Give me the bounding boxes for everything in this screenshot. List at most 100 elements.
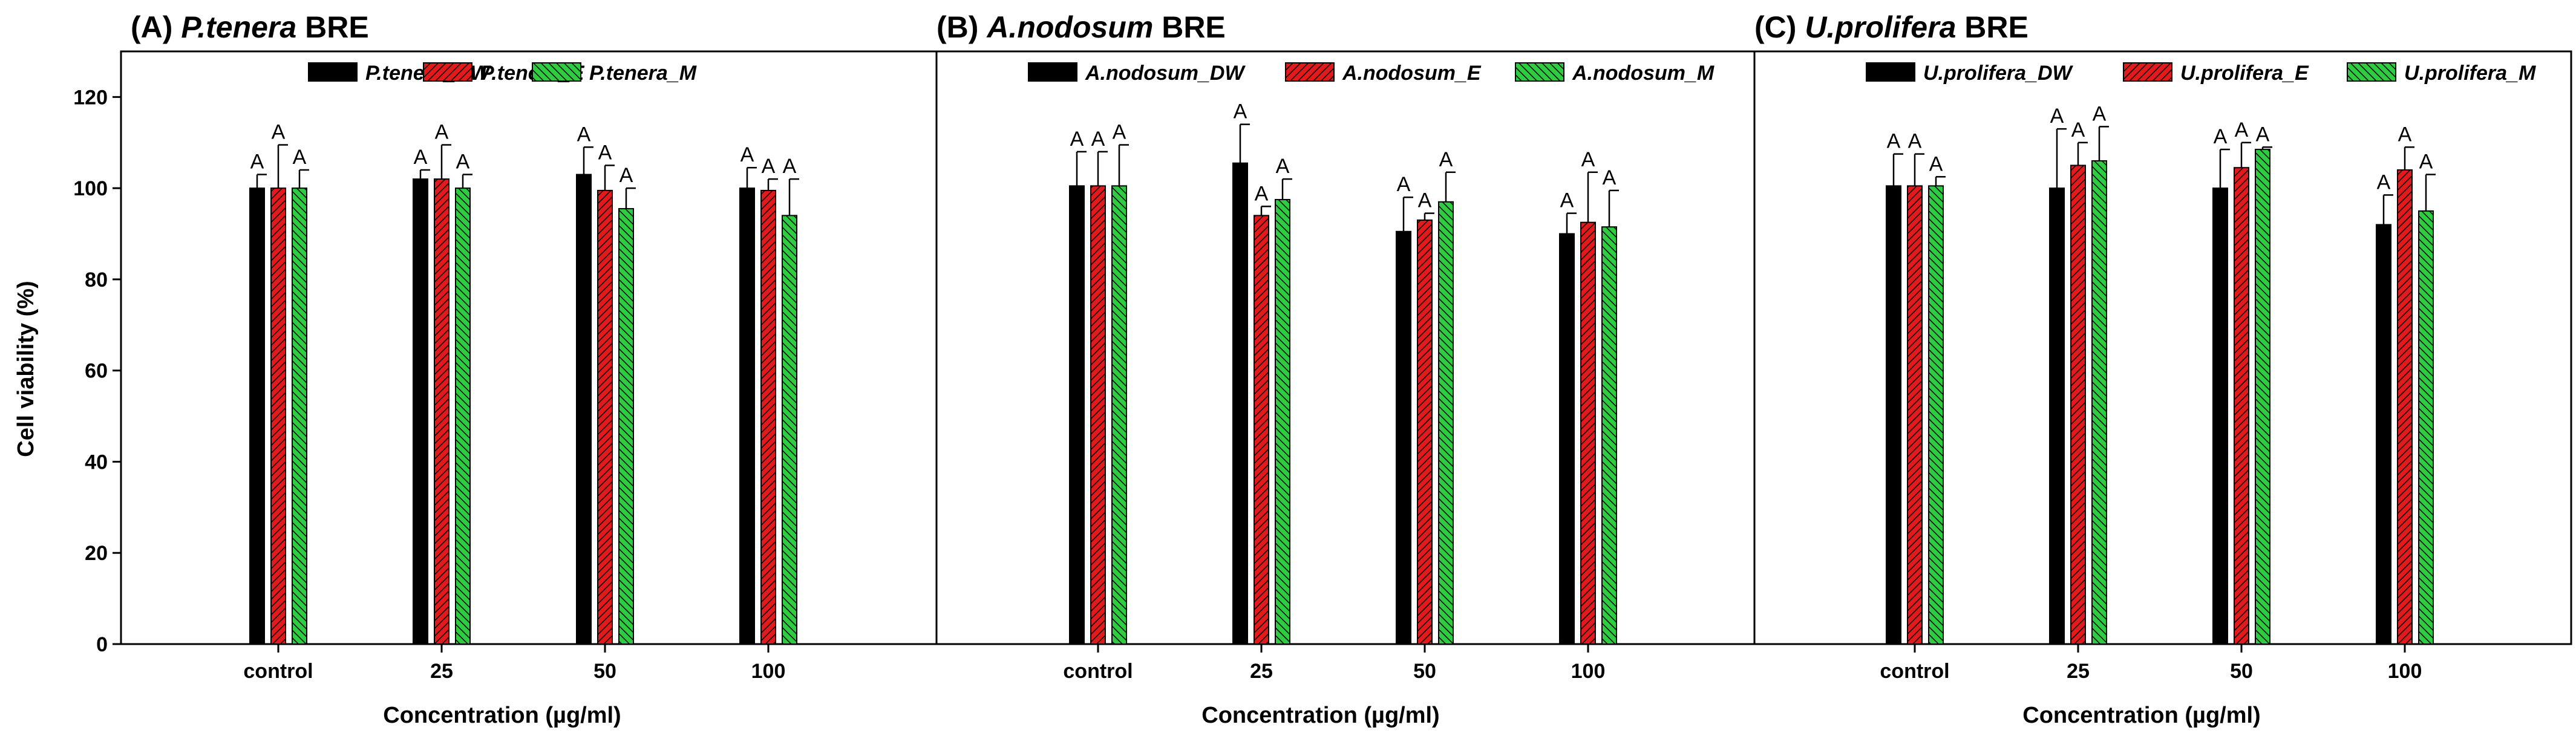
bar-u-prolifera-m-0 — [1928, 185, 1944, 645]
bar-p-tenera-e-3 — [760, 189, 776, 645]
panel-b: (B) A.nodosum BRE Concentration (µg/ml) … — [935, 10, 1756, 728]
legend-swatch — [1285, 62, 1335, 82]
y-tick-label: 120 — [73, 86, 108, 109]
x-tick-label: 25 — [1250, 660, 1273, 683]
significance-label: A — [2050, 105, 2064, 128]
significance-label: A — [1418, 189, 1432, 212]
bar-a-nodosum-m-1 — [1275, 199, 1290, 645]
bar-u-prolifera-e-3 — [2397, 169, 2413, 645]
legend-label: A.nodosum_DW — [1085, 62, 1246, 85]
bar-u-prolifera-dw-1 — [2049, 187, 2065, 645]
bar-p-tenera-dw-0 — [249, 187, 265, 645]
y-tick-label: 20 — [85, 542, 108, 565]
significance-label: A — [1070, 128, 1084, 151]
significance-label: A — [2235, 119, 2249, 142]
x-tick-label: control — [1063, 660, 1133, 683]
bar-a-nodosum-m-3 — [1601, 226, 1617, 645]
panel-a-x-axis-label: Concentration (µg/ml) — [383, 703, 621, 728]
x-tick-label: 50 — [2230, 660, 2253, 683]
legend-swatch — [423, 62, 472, 82]
y-tick-label: 80 — [85, 269, 108, 291]
bar-p-tenera-dw-1 — [413, 178, 428, 645]
bar-u-prolifera-m-1 — [2091, 160, 2107, 645]
plot-frame — [935, 50, 1756, 645]
significance-label: A — [2214, 125, 2228, 148]
significance-label: A — [1560, 189, 1574, 212]
bar-u-prolifera-dw-2 — [2212, 187, 2228, 645]
significance-label: A — [1113, 121, 1126, 144]
significance-label: A — [1255, 182, 1269, 205]
significance-label: A — [619, 164, 633, 187]
panel-b-x-axis-label: Concentration (µg/ml) — [1201, 703, 1439, 728]
significance-label: A — [1276, 155, 1290, 178]
panel-b-title: (B) A.nodosum BRE — [937, 10, 1226, 44]
bar-a-nodosum-dw-3 — [1559, 233, 1575, 645]
legend-swatch — [532, 62, 581, 82]
significance-label: A — [435, 121, 449, 144]
significance-label: A — [2071, 119, 2085, 142]
significance-label: A — [456, 151, 470, 174]
bar-u-prolifera-dw-0 — [1886, 185, 1901, 645]
legend-swatch — [308, 62, 358, 82]
legend-label: U.prolifera_E — [2180, 62, 2309, 85]
legend-label: U.prolifera_DW — [1923, 62, 2073, 85]
legend-label: U.prolifera_M — [2404, 62, 2536, 85]
panel-a-title: (A) P.tenera BRE — [131, 10, 369, 44]
legend-label: A.nodosum_E — [1342, 62, 1482, 85]
plot-frame — [1753, 50, 2572, 645]
significance-label: A — [1091, 128, 1105, 151]
y-axis-label: Cell viability (%) — [13, 281, 39, 457]
significance-label: A — [2093, 102, 2107, 125]
x-tick-label: 25 — [430, 660, 453, 683]
bar-a-nodosum-dw-1 — [1232, 162, 1248, 645]
significance-label: A — [1929, 152, 1943, 175]
significance-label: A — [783, 155, 797, 178]
x-tick-label: 100 — [1571, 660, 1606, 683]
bar-u-prolifera-e-2 — [2234, 167, 2249, 645]
bar-a-nodosum-e-1 — [1254, 215, 1269, 645]
significance-label: A — [1397, 173, 1411, 196]
legend-swatch — [1866, 62, 1915, 82]
legend-swatch — [1028, 62, 1077, 82]
significance-label: A — [2419, 151, 2433, 174]
y-tick-label: 60 — [85, 360, 108, 383]
bar-a-nodosum-dw-0 — [1069, 185, 1085, 645]
panel-c-x-axis-label: Concentration (µg/ml) — [2022, 703, 2260, 728]
bar-u-prolifera-dw-3 — [2376, 224, 2391, 645]
bar-u-prolifera-e-1 — [2070, 164, 2086, 645]
legend-swatch — [2123, 62, 2172, 82]
significance-label: A — [1234, 100, 1247, 123]
bar-a-nodosum-e-3 — [1580, 221, 1596, 645]
significance-label: A — [762, 155, 776, 178]
significance-label: A — [740, 143, 754, 166]
x-tick-label: control — [243, 660, 313, 683]
bar-a-nodosum-dw-2 — [1396, 230, 1411, 645]
significance-label: A — [2398, 123, 2412, 146]
panel-a: (A) P.tenera BRE Cell viability (%) Conc… — [13, 10, 938, 728]
panel-c-title: (C) U.prolifera BRE — [1754, 10, 2028, 44]
bar-p-tenera-dw-2 — [576, 174, 592, 645]
significance-label: A — [1581, 148, 1595, 171]
y-tick-label: 40 — [85, 451, 108, 474]
x-tick-label: 50 — [593, 660, 616, 683]
significance-label: A — [1439, 148, 1453, 171]
x-tick-label: 100 — [2388, 660, 2422, 683]
bar-p-tenera-e-1 — [434, 178, 449, 645]
bar-u-prolifera-m-2 — [2255, 149, 2270, 645]
y-tick-label: 100 — [73, 177, 108, 200]
bar-u-prolifera-e-0 — [1907, 185, 1923, 645]
significance-label: A — [250, 151, 264, 174]
significance-label: A — [598, 141, 612, 164]
x-tick-label: control — [1880, 660, 1949, 683]
significance-label: A — [1887, 130, 1901, 153]
bar-p-tenera-m-3 — [782, 215, 797, 645]
y-tick-label: 0 — [96, 633, 108, 656]
significance-label: A — [2256, 123, 2270, 146]
bar-a-nodosum-m-0 — [1111, 185, 1127, 645]
bar-p-tenera-e-2 — [597, 189, 613, 645]
bar-u-prolifera-m-3 — [2418, 210, 2434, 645]
plot-frame — [120, 50, 938, 645]
bar-p-tenera-e-0 — [270, 187, 286, 645]
bar-p-tenera-m-1 — [455, 187, 471, 645]
